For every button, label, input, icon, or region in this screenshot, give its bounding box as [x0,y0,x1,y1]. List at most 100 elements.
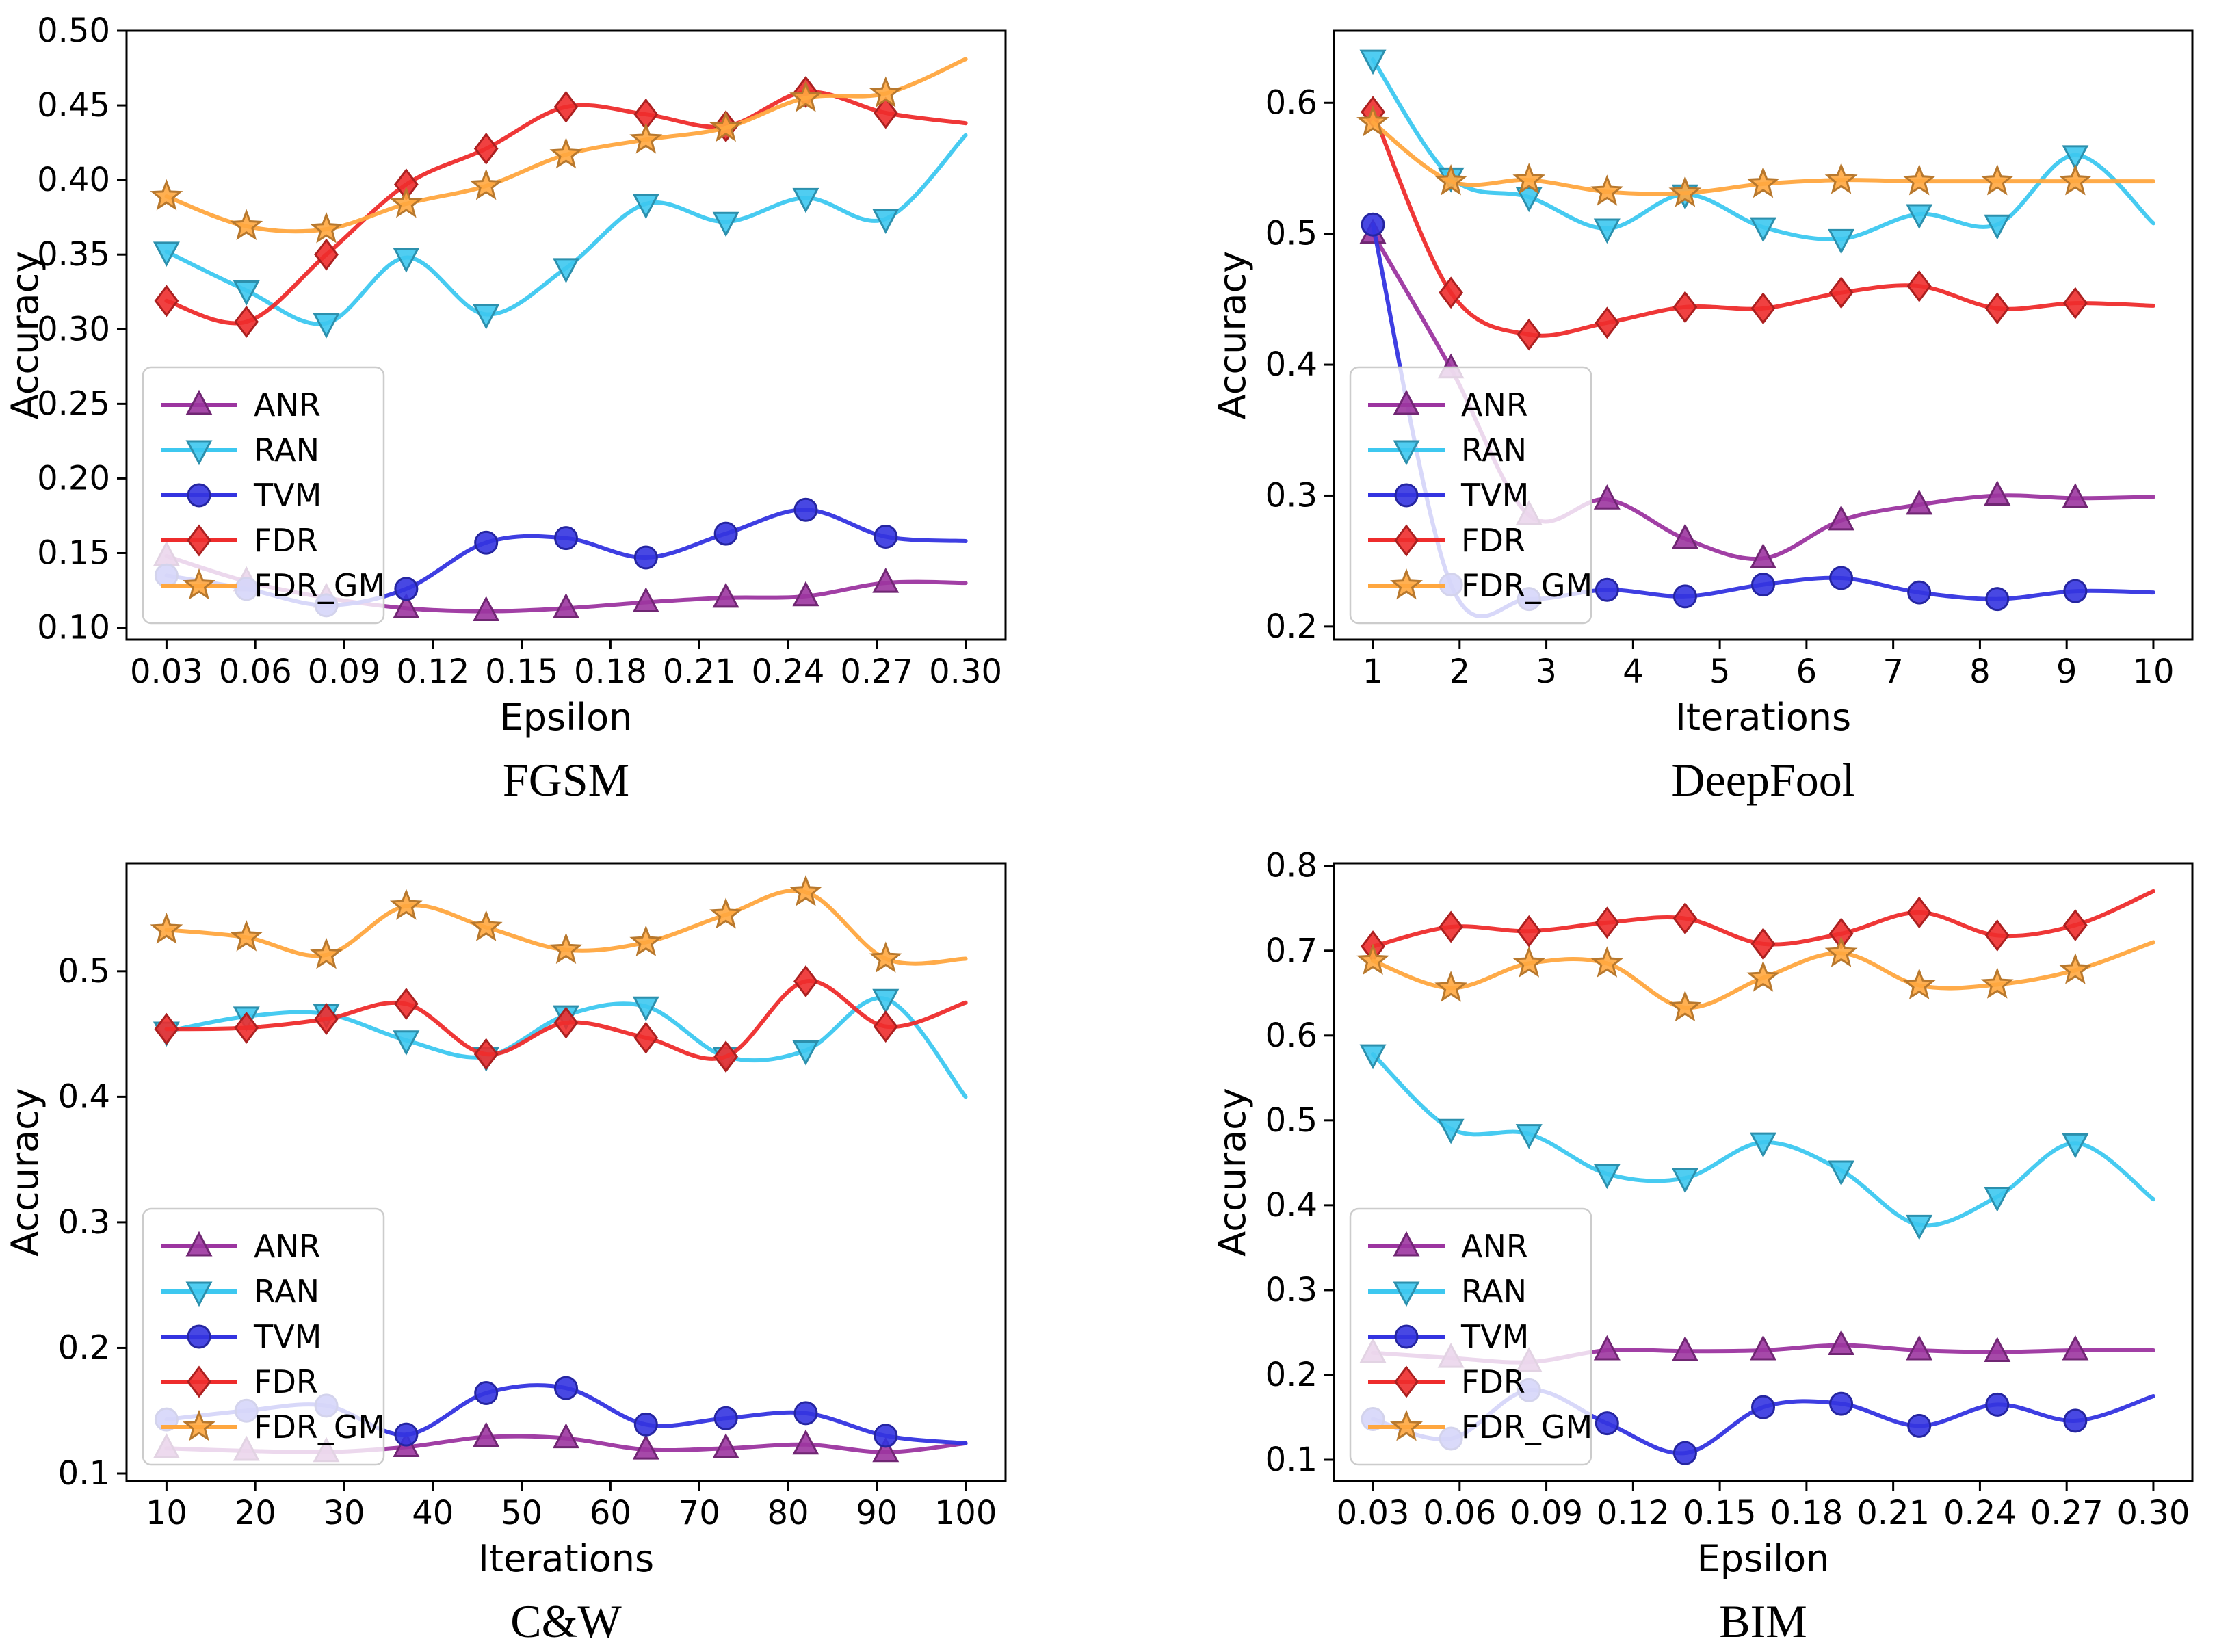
marker-star [230,920,263,952]
marker-triangle-down [1906,1214,1933,1240]
marker-star [1902,968,1936,999]
legend-label-anr: ANR [254,1228,321,1265]
marker-triangle-down [185,1281,213,1307]
y-tick-label: 0.30 [37,310,110,348]
y-tick-label: 0.7 [1265,932,1317,970]
marker-triangle-down [1750,1132,1776,1158]
marker-triangle-down [1671,1168,1698,1194]
series-line-ran [1371,57,2155,241]
marker-circle [713,1406,738,1430]
marker-diamond [1672,902,1698,935]
series-ran [153,988,968,1099]
marker-diamond [473,1038,499,1071]
x-tick-label: 8 [1969,653,1991,691]
chart-bim: 0.03 0.06 0.09 0.12 0.15 0.18 0.21 0.24 0.27 0.30… [1211,847,2194,1647]
marker-triangle-down [233,280,260,306]
marker-triangle-up [1671,1336,1698,1361]
marker-star [1590,946,1624,978]
legend-label-fdr: FDR [1461,522,1525,559]
chart-cw: 10 20 30 40 50 60 70 80 90 100 0.1 0.2 0.3 0.4 0.5 ANR R… [3,862,1007,1647]
y-tick-label: 0.40 [37,161,110,199]
marker-circle [1595,1411,1619,1436]
marker-triangle-down [632,194,659,220]
marker-diamond [2062,909,2088,942]
y-tick-label: 0.8 [1265,847,1317,885]
marker-triangle-down [185,440,213,466]
marker-triangle-down [1984,214,2011,240]
legend-label-fdr_gm: FDR_GM [1461,567,1592,604]
legend-label-fdr_gm: FDR_GM [254,1408,385,1445]
marker-star [1390,1409,1423,1441]
marker-circle [1361,212,1385,237]
legend: ANR RAN TVM FDR FDR_GM [142,1207,385,1466]
marker-triangle-down [712,211,739,237]
marker-triangle-down [2062,145,2089,171]
marker-star [629,925,663,956]
y-tick-label: 0.5 [58,952,110,991]
marker-star [1668,176,1702,207]
x-tick-label: 20 [235,1494,276,1532]
marker-triangle-up [792,581,819,607]
marker-diamond [2062,287,2088,319]
marker-diamond [873,1010,898,1043]
x-tick-label: 40 [412,1494,454,1532]
y-tick-label: 0.4 [1265,1186,1317,1224]
marker-triangle-up [1906,1335,1933,1361]
marker-star [310,937,343,969]
x-tick-label: 0.24 [1943,1494,2017,1532]
marker-triangle-down [1359,1044,1387,1070]
marker-circle [874,1424,898,1448]
marker-diamond [1517,318,1542,351]
marker-triangle-up [872,567,900,593]
chart-fgsm: 0.03 0.06 0.09 0.12 0.15 0.18 0.21 0.24 0.27 0.30… [3,12,1007,806]
x-tick-label: 100 [934,1494,997,1532]
chart-title: C&W [510,1595,622,1647]
marker-triangle-down [1593,218,1621,244]
marker-circle [1985,1392,2010,1417]
marker-circle [554,526,578,551]
marker-star [869,941,902,973]
marker-circle [2063,579,2088,603]
marker-star [1390,568,1423,600]
marker-star [1590,174,1624,206]
series-line-fdr [1371,109,2155,338]
marker-triangle-up [1984,1337,2011,1362]
series-fdr [1361,889,2155,963]
x-tick-label: 60 [590,1494,631,1532]
x-tick-label: 0.27 [2030,1494,2103,1532]
x-axis-label: Iterations [1675,696,1851,739]
marker-triangle-down [1393,1281,1420,1307]
marker-triangle-up [1750,1335,1776,1361]
marker-circle [1907,580,1932,605]
marker-triangle-down [1828,1160,1855,1186]
marker-diamond [393,988,419,1021]
marker-diamond [1984,919,2010,952]
marker-triangle-up [2062,483,2089,508]
marker-star [1356,943,1389,975]
chart-title: FGSM [503,754,629,806]
series-fdr_gm [1356,936,2155,1022]
plot-frame [125,29,1007,641]
plot-frame [1333,29,2194,641]
marker-circle [1751,573,1775,597]
y-tick-label: 0.5 [1265,215,1317,253]
marker-star [1902,163,1936,196]
marker-diamond [1595,306,1620,339]
marker-diamond [1595,906,1620,939]
marker-circle [1985,587,2010,612]
x-axis-label: Epsilon [1697,1537,1830,1580]
marker-triangle-down [1593,1164,1621,1190]
marker-star [1980,967,2014,999]
marker-star [1668,990,1702,1022]
marker-circle [793,497,818,522]
x-tick-label: 0.12 [1597,1494,1670,1532]
series-fdr [154,965,968,1073]
marker-triangle-down [1359,49,1387,75]
marker-triangle-up [632,1434,659,1460]
plot-frame [125,862,1007,1482]
marker-triangle-up [473,1421,500,1447]
marker-star [709,897,743,929]
y-tick-label: 0.6 [1265,83,1317,122]
marker-star [1512,163,1546,194]
